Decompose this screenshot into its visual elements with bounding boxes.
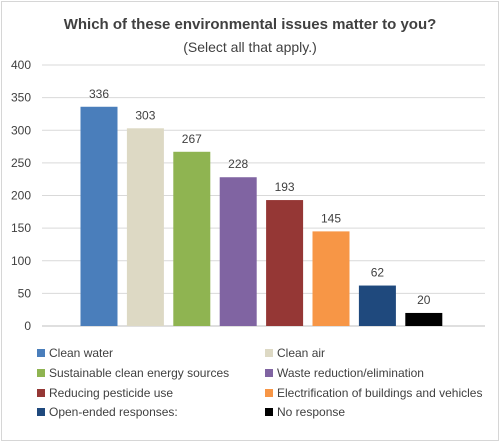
data-label: 336 [89, 87, 109, 101]
bar [358, 285, 396, 326]
y-tick-label: 300 [11, 123, 31, 137]
legend-swatch [37, 389, 45, 397]
y-tick-label: 100 [11, 254, 31, 268]
legend-swatch [265, 349, 273, 357]
bar [219, 177, 257, 326]
bar [405, 312, 443, 326]
legend-swatch [265, 408, 273, 416]
chart-title: Which of these environmental issues matt… [64, 16, 437, 33]
legend-swatch [265, 389, 273, 397]
y-tick-label: 400 [11, 58, 31, 72]
legend-item: Sustainable clean energy sources [49, 366, 229, 380]
legend-item: Open-ended responses: [49, 405, 178, 419]
legend-item: Clean air [277, 346, 325, 360]
data-label: 303 [135, 108, 155, 122]
y-tick-label: 150 [11, 221, 31, 235]
data-labels: 336 303 267 228 193 145 62 20 [89, 87, 431, 307]
data-label: 145 [321, 211, 341, 225]
y-tick-label: 0 [24, 319, 31, 333]
bars [80, 106, 443, 326]
data-label: 20 [417, 293, 431, 307]
chart-subtitle: (Select all that apply.) [183, 39, 317, 55]
legend-swatch [265, 369, 273, 377]
y-tick-label: 200 [11, 189, 31, 203]
legend-item: Electrification of buildings and vehicle… [277, 386, 482, 400]
data-label: 267 [182, 132, 202, 146]
bar [126, 128, 164, 326]
legend-item: Reducing pesticide use [49, 386, 173, 400]
bar [266, 200, 304, 326]
legend: Clean water Clean air Sustainable clean en… [37, 346, 482, 419]
legend-item: Clean water [49, 346, 113, 360]
data-label: 62 [371, 266, 385, 280]
bar [312, 231, 350, 326]
data-label: 228 [228, 157, 248, 171]
legend-item: No response [277, 405, 345, 419]
bar [80, 106, 118, 326]
y-tick-label: 250 [11, 156, 31, 170]
legend-swatch [37, 408, 45, 416]
bar [173, 151, 211, 326]
y-tick-label: 350 [11, 91, 31, 105]
y-tick-label: 50 [18, 286, 32, 300]
legend-swatch [37, 349, 45, 357]
legend-item: Waste reduction/elimination [277, 366, 424, 380]
data-label: 193 [275, 180, 295, 194]
y-axis: 0 50 100 150 200 250 300 350 400 [11, 58, 31, 333]
legend-swatch [37, 369, 45, 377]
